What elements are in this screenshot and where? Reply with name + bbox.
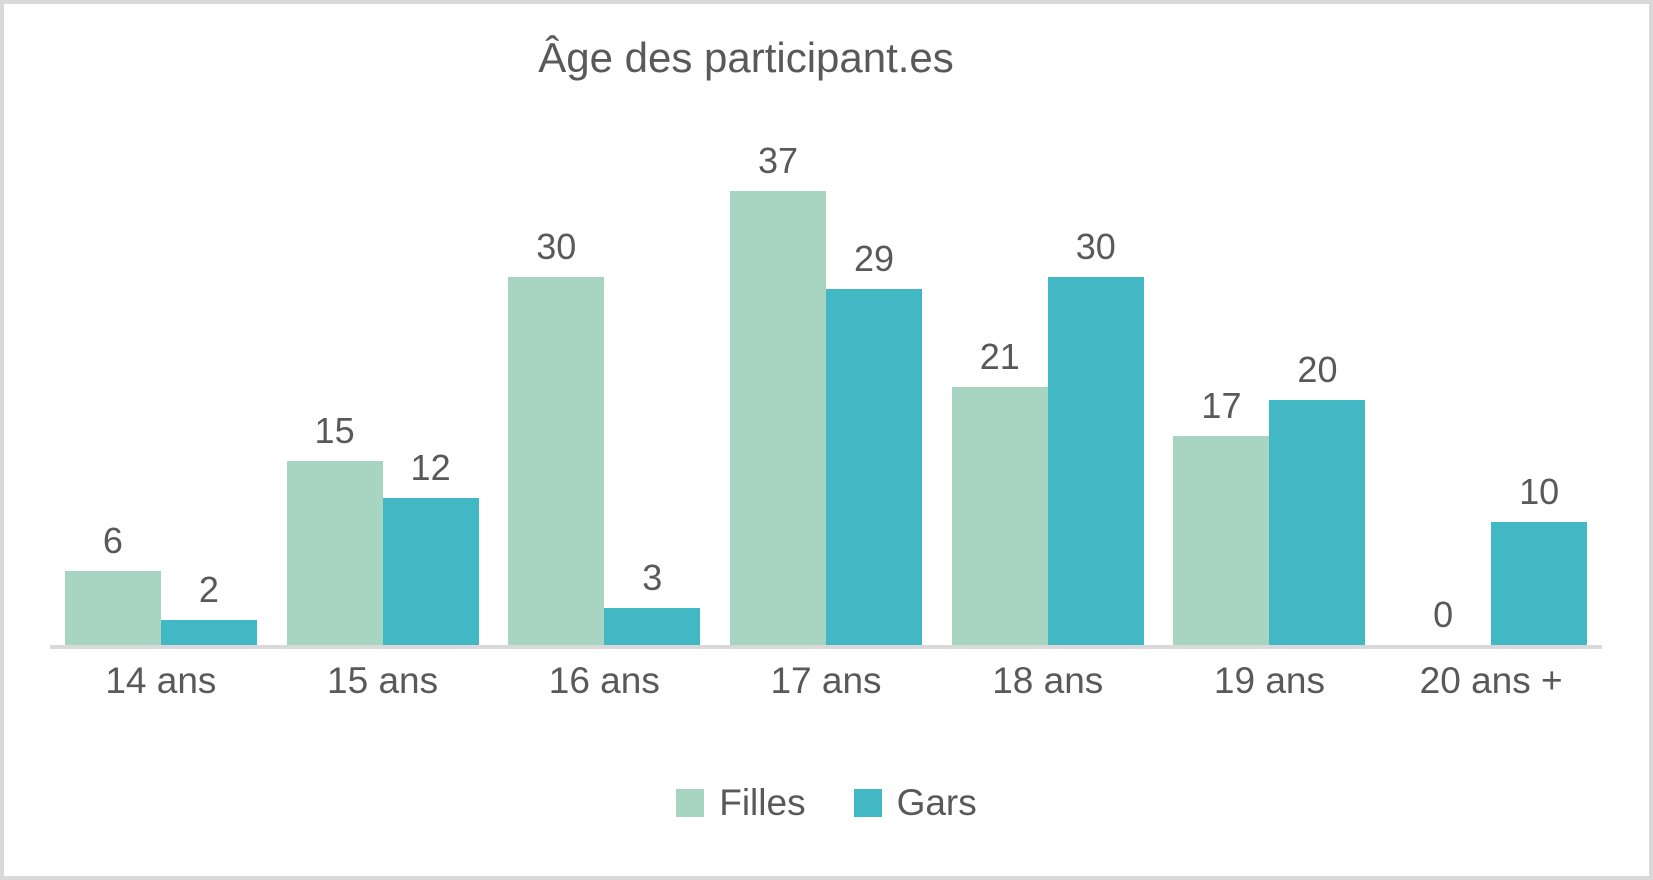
bar-group-18-ans: 21 30 xyxy=(937,140,1159,645)
bar-gars-20-ans xyxy=(1491,522,1588,645)
bar-group-20-ans: 0 10 xyxy=(1380,140,1602,645)
legend-item-gars: Gars xyxy=(853,782,977,824)
category-label-18-ans: 18 ans xyxy=(992,660,1104,701)
bar-gars-18-ans xyxy=(1047,277,1144,645)
bar-value-filles-15-ans: 15 xyxy=(314,410,355,452)
bar-col-gars-19-ans: 20 xyxy=(1269,349,1366,645)
plot-area: 6 2 15 12 30 3 37 29 21 30 17 20 0 10 xyxy=(50,140,1602,645)
bar-col-gars-17-ans: 29 xyxy=(826,238,923,645)
bar-col-filles-16-ans: 30 xyxy=(508,226,605,645)
bar-value-gars-20-ans: 10 xyxy=(1519,471,1560,513)
category-axis: 14 ans 15 ans 16 ans 17 ans 18 ans 19 ans 20 a… xyxy=(50,660,1602,702)
bar-filles-19-ans xyxy=(1173,436,1270,645)
legend-item-filles: Filles xyxy=(676,782,806,824)
bar-col-filles-19-ans: 17 xyxy=(1173,385,1270,645)
bar-gars-15-ans xyxy=(382,498,479,645)
legend: Filles Gars xyxy=(0,782,1653,824)
legend-swatch-gars-icon xyxy=(853,789,882,817)
legend-label-filles: Filles xyxy=(719,782,806,823)
category-label-19-ans: 19 ans xyxy=(1213,660,1325,701)
bar-group-17-ans: 37 29 xyxy=(715,140,937,645)
bar-col-filles-18-ans: 21 xyxy=(951,336,1048,645)
bar-filles-18-ans xyxy=(951,387,1048,645)
legend-label-gars: Gars xyxy=(896,782,977,823)
bar-col-filles-17-ans: 37 xyxy=(730,140,827,645)
bar-col-gars-15-ans: 12 xyxy=(382,447,479,645)
legend-swatch-filles-icon xyxy=(676,789,705,817)
bar-col-filles-14-ans: 6 xyxy=(64,520,161,645)
category-label-16-ans: 16 ans xyxy=(548,660,660,701)
category-label-15-ans: 15 ans xyxy=(327,660,439,701)
bar-gars-17-ans xyxy=(826,289,923,645)
bar-col-gars-16-ans: 3 xyxy=(604,557,701,645)
bar-value-gars-15-ans: 12 xyxy=(410,447,451,489)
category-label-20-ans: 20 ans + xyxy=(1419,660,1563,701)
bar-value-gars-19-ans: 20 xyxy=(1297,349,1338,391)
bar-filles-15-ans xyxy=(286,461,383,645)
bar-group-16-ans: 30 3 xyxy=(493,140,715,645)
bar-group-15-ans: 15 12 xyxy=(272,140,494,645)
bar-filles-17-ans xyxy=(730,191,827,645)
bar-value-filles-18-ans: 21 xyxy=(979,336,1020,378)
bar-gars-16-ans xyxy=(604,608,701,645)
bar-value-gars-14-ans: 2 xyxy=(198,569,219,611)
bar-value-filles-16-ans: 30 xyxy=(536,226,577,268)
category-label-17-ans: 17 ans xyxy=(770,660,882,701)
x-axis-line xyxy=(50,645,1602,649)
bar-col-gars-20-ans: 10 xyxy=(1491,471,1588,645)
bar-group-19-ans: 17 20 xyxy=(1159,140,1381,645)
bar-value-filles-17-ans: 37 xyxy=(757,140,799,182)
bar-filles-14-ans xyxy=(64,571,161,645)
bar-value-gars-17-ans: 29 xyxy=(853,238,895,280)
bar-gars-19-ans xyxy=(1269,400,1366,645)
bar-col-gars-14-ans: 2 xyxy=(160,569,257,645)
bar-col-filles-20-ans: 0 xyxy=(1395,595,1491,645)
bar-filles-16-ans xyxy=(508,277,605,645)
bar-value-gars-18-ans: 30 xyxy=(1075,226,1116,268)
bar-value-filles-19-ans: 17 xyxy=(1201,385,1242,427)
bar-value-filles-14-ans: 6 xyxy=(102,520,123,562)
bar-col-filles-15-ans: 15 xyxy=(286,410,383,645)
bar-value-gars-16-ans: 3 xyxy=(642,557,663,599)
bar-gars-14-ans xyxy=(160,620,257,645)
bar-value-filles-20-ans: 0 xyxy=(1433,594,1454,636)
category-label-14-ans: 14 ans xyxy=(105,660,217,701)
chart-title: Âge des participant.es xyxy=(538,34,954,81)
bar-col-gars-18-ans: 30 xyxy=(1047,226,1144,645)
